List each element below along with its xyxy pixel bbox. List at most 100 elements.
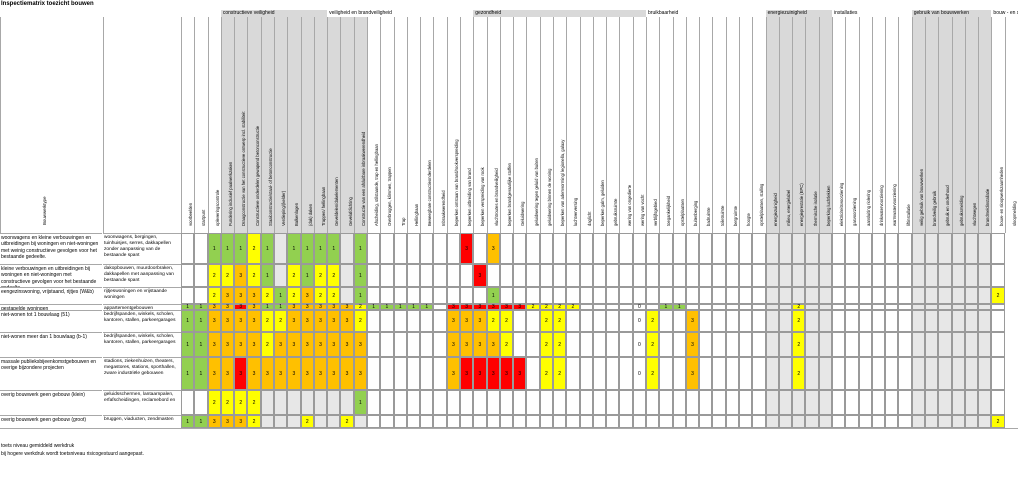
matrix-cell[interactable] — [964, 304, 979, 310]
matrix-cell[interactable] — [725, 287, 739, 304]
matrix-cell[interactable] — [526, 332, 540, 357]
matrix-cell[interactable] — [871, 357, 886, 390]
matrix-cell[interactable] — [526, 390, 540, 415]
matrix-cell[interactable]: 3 — [247, 357, 261, 390]
matrix-cell[interactable] — [832, 332, 846, 357]
matrix-cell[interactable]: 3 — [486, 332, 500, 357]
matrix-cell[interactable] — [486, 415, 500, 428]
matrix-cell[interactable]: 1 — [181, 304, 195, 310]
matrix-cell[interactable]: 3 — [313, 357, 328, 390]
matrix-cell[interactable] — [473, 233, 487, 264]
matrix-cell[interactable]: 2 — [207, 287, 221, 304]
matrix-cell[interactable] — [752, 304, 766, 310]
matrix-cell[interactable]: 1 — [353, 287, 367, 304]
matrix-cell[interactable] — [964, 264, 979, 287]
matrix-cell[interactable] — [925, 390, 939, 415]
matrix-cell[interactable]: 1 — [393, 304, 407, 310]
column-header[interactable]: beperking luchtlekken — [818, 17, 832, 233]
matrix-cell[interactable] — [871, 264, 886, 287]
matrix-cell[interactable] — [619, 304, 633, 310]
column-header[interactable]: beperken van ademvorming/ legionella, ga… — [553, 17, 566, 233]
matrix-cell[interactable]: 0 — [632, 310, 646, 332]
matrix-cell[interactable] — [566, 390, 580, 415]
column-header[interactable]: Beweegbare constructieonderdelen — [420, 17, 433, 233]
column-header[interactable]: Staalconstructie/staal- of betonconstruc… — [260, 17, 274, 233]
matrix-cell[interactable] — [871, 287, 886, 304]
matrix-cell[interactable]: 3 — [340, 357, 354, 390]
matrix-cell[interactable]: 1 — [353, 390, 367, 415]
matrix-cell[interactable] — [367, 310, 381, 332]
matrix-cell[interactable]: 1 — [327, 233, 341, 264]
matrix-cell[interactable]: 2 — [553, 304, 567, 310]
matrix-cell[interactable] — [845, 264, 859, 287]
matrix-cell[interactable] — [752, 233, 766, 264]
matrix-cell[interactable] — [699, 357, 713, 390]
matrix-cell[interactable]: 1 — [367, 304, 381, 310]
matrix-cell[interactable] — [393, 264, 407, 287]
matrix-cell[interactable] — [765, 357, 779, 390]
matrix-cell[interactable] — [858, 310, 872, 332]
matrix-cell[interactable] — [964, 233, 979, 264]
matrix-cell[interactable] — [499, 264, 514, 287]
matrix-cell[interactable] — [699, 390, 713, 415]
matrix-cell[interactable] — [194, 287, 208, 304]
matrix-cell[interactable] — [885, 233, 899, 264]
matrix-cell[interactable] — [420, 264, 434, 287]
matrix-cell[interactable] — [460, 390, 474, 415]
column-header[interactable]: vluchtroutes en brandveiligheid — [486, 17, 500, 233]
matrix-cell[interactable] — [858, 390, 872, 415]
matrix-cell[interactable]: 2 — [207, 264, 221, 287]
matrix-cell[interactable] — [978, 415, 992, 428]
matrix-cell[interactable]: 2 — [526, 304, 540, 310]
matrix-cell[interactable] — [778, 415, 793, 428]
column-header[interactable]: luchtverversing — [566, 17, 579, 233]
matrix-cell[interactable] — [938, 264, 952, 287]
column-header[interactable]: Inbraakwerendheid — [433, 17, 446, 233]
matrix-cell[interactable] — [592, 304, 607, 310]
matrix-cell[interactable] — [393, 287, 407, 304]
matrix-cell[interactable] — [699, 304, 713, 310]
matrix-cell[interactable] — [792, 390, 806, 415]
matrix-cell[interactable]: 3 — [486, 304, 500, 310]
matrix-cell[interactable]: 3 — [446, 310, 460, 332]
column-header[interactable]: beperken verspreiding van rook — [473, 17, 486, 233]
column-header[interactable]: wering van ongedierte — [619, 17, 632, 233]
matrix-cell[interactable] — [274, 233, 288, 264]
matrix-cell[interactable]: 2 — [287, 287, 301, 304]
matrix-cell[interactable] — [194, 264, 208, 287]
row-example-label[interactable]: woonwagens, bergingen, tuinhuisjes, serr… — [103, 233, 181, 264]
matrix-cell[interactable]: 2 — [553, 332, 567, 357]
matrix-cell[interactable] — [513, 415, 527, 428]
matrix-cell[interactable] — [420, 415, 434, 428]
matrix-cell[interactable] — [460, 415, 474, 428]
matrix-cell[interactable] — [739, 264, 753, 287]
matrix-cell[interactable] — [925, 304, 939, 310]
matrix-cell[interactable] — [925, 287, 939, 304]
column-header[interactable]: opstelplaatsen — [672, 17, 686, 233]
column-header[interactable]: thermische isolatie — [805, 17, 819, 233]
matrix-cell[interactable] — [938, 304, 952, 310]
matrix-cell[interactable]: 2 — [991, 287, 1005, 304]
matrix-cell[interactable] — [858, 304, 872, 310]
matrix-cell[interactable] — [752, 332, 766, 357]
matrix-cell[interactable]: 3 — [353, 357, 367, 390]
matrix-cell[interactable]: 2 — [327, 264, 341, 287]
column-header[interactable]: verblijfsgebied — [646, 17, 659, 233]
matrix-cell[interactable] — [579, 415, 593, 428]
type-column-header[interactable]: Bouwwerktype — [0, 17, 103, 233]
matrix-cell[interactable] — [592, 264, 607, 287]
matrix-cell[interactable] — [818, 332, 832, 357]
matrix-cell[interactable] — [792, 233, 806, 264]
matrix-cell[interactable] — [978, 310, 992, 332]
matrix-cell[interactable]: 2 — [646, 310, 660, 332]
matrix-cell[interactable] — [725, 390, 739, 415]
matrix-cell[interactable] — [978, 357, 992, 390]
matrix-cell[interactable] — [845, 310, 859, 332]
matrix-cell[interactable] — [778, 304, 793, 310]
matrix-cell[interactable] — [539, 415, 553, 428]
matrix-cell[interactable] — [287, 390, 301, 415]
matrix-cell[interactable]: 3 — [327, 310, 341, 332]
matrix-cell[interactable] — [805, 264, 819, 287]
matrix-cell[interactable]: 1 — [406, 304, 421, 310]
matrix-cell[interactable] — [792, 287, 806, 304]
